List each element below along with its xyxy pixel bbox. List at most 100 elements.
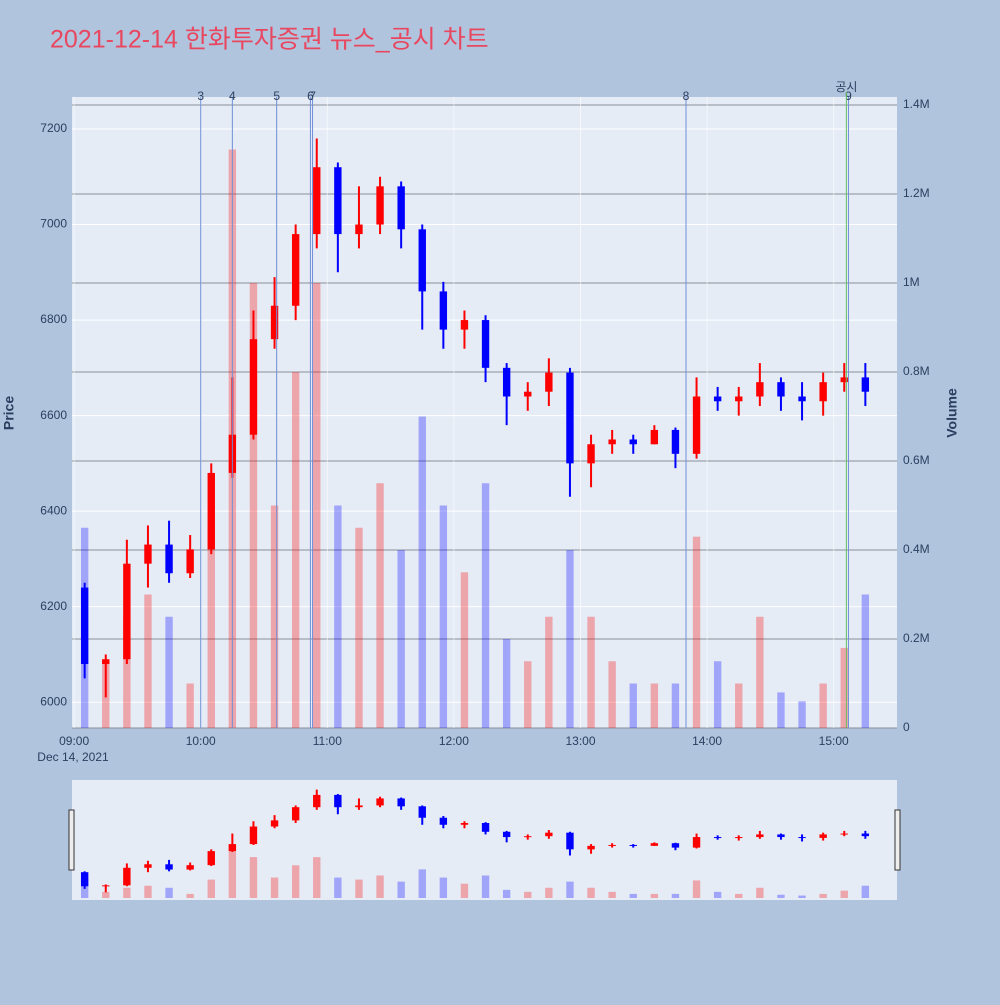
slider-volume-bar: [524, 891, 532, 898]
slider-volume-bar: [692, 880, 701, 898]
volume-bar: [502, 639, 511, 728]
slider-volume-bar: [777, 894, 785, 898]
slider-candle-body: [249, 826, 258, 845]
slider-volume-bar: [291, 865, 300, 898]
volume-bar: [629, 683, 637, 728]
slider-candle-body: [629, 844, 637, 846]
candle-body: [735, 396, 743, 402]
slider-candle-body: [144, 864, 152, 868]
y2-axis-title: Volume: [944, 388, 960, 438]
slider-volume-bar: [334, 877, 342, 898]
slider-volume-bar: [270, 877, 279, 898]
disclosure-label: 공시: [835, 80, 857, 94]
slider-volume-bar: [735, 893, 743, 898]
volume-bar: [144, 594, 152, 728]
y2-tick-label: 0.8M: [903, 364, 930, 378]
candle-body: [566, 372, 574, 464]
candle-body: [671, 429, 680, 454]
y-axis-title: Price: [1, 396, 17, 430]
slider-volume-bar: [207, 879, 215, 898]
slider-candle-body: [80, 872, 89, 887]
y2-tick-label: 0: [903, 720, 910, 734]
volume-bar: [123, 616, 131, 728]
slider-candle-body: [840, 833, 848, 835]
x-tick-label: 12:00: [439, 734, 469, 748]
slider-volume-bar: [650, 893, 659, 898]
slider-candle-body: [439, 817, 448, 825]
x-sublabel: Dec 14, 2021: [37, 750, 109, 764]
slider-volume-bar: [460, 883, 469, 898]
slider-candle-body: [650, 843, 659, 846]
slider-candle-body: [735, 837, 743, 839]
slider-candle-body: [587, 845, 595, 850]
volume-bar: [840, 647, 848, 728]
candle-body: [80, 587, 89, 664]
volume-bar: [355, 527, 363, 728]
slider-candle-body: [756, 834, 764, 838]
volume-bar: [819, 683, 827, 728]
candle-body: [481, 320, 490, 368]
plot-area: [72, 97, 897, 728]
y2-tick-label: 1.4M: [903, 97, 930, 111]
slider-candle-body: [397, 798, 405, 807]
candle-body: [165, 544, 173, 574]
slider-candle-body: [270, 820, 279, 827]
slider-candle-body: [524, 836, 532, 838]
volume-bar: [439, 505, 448, 728]
slider-candle-body: [713, 837, 722, 839]
candle-body: [650, 429, 659, 445]
volume-bar: [713, 661, 722, 728]
slider-volume-bar: [228, 844, 237, 898]
candle-body: [713, 396, 722, 402]
y-tick-label: 7000: [40, 217, 67, 231]
slider-volume-bar: [566, 881, 574, 898]
y-tick-label: 6000: [40, 694, 67, 708]
volume-bar: [460, 572, 469, 728]
candle-body: [692, 396, 701, 454]
candle-body: [102, 659, 110, 664]
slider-volume-bar: [629, 893, 637, 898]
candle-body: [777, 382, 785, 397]
volume-bar: [334, 505, 342, 728]
volume-bar: [735, 683, 743, 728]
slider-handle[interactable]: [894, 809, 901, 871]
volume-bar: [692, 536, 701, 728]
slider-volume-bar: [165, 887, 173, 898]
slider-candle-body: [313, 794, 321, 808]
candle-body: [460, 320, 469, 330]
volume-bar: [756, 616, 764, 728]
y2-tick-label: 1M: [903, 275, 920, 289]
slider-handle[interactable]: [68, 809, 75, 871]
volume-bar: [524, 661, 532, 728]
y-tick-label: 7200: [40, 121, 67, 135]
y2-tick-label: 0.2M: [903, 631, 930, 645]
volume-bar: [798, 701, 806, 728]
slider-volume-bar: [502, 889, 511, 898]
x-tick-label: 14:00: [692, 734, 722, 748]
chart-title: 2021-12-14 한화투자증권 뉴스_공시 차트: [50, 26, 489, 54]
candle-body: [545, 372, 553, 392]
candle-body: [355, 224, 363, 235]
candle-body: [756, 382, 764, 397]
slider-candle-body: [566, 832, 574, 850]
slider-volume-bar: [713, 891, 722, 898]
volume-bar: [207, 527, 215, 728]
candle-body: [439, 291, 448, 330]
candle-body: [376, 186, 384, 225]
candle-body: [608, 439, 616, 445]
y-tick-label: 6200: [40, 599, 67, 613]
news-label: 3: [197, 89, 204, 103]
range-slider[interactable]: [72, 780, 897, 900]
volume-bar: [418, 416, 426, 728]
slider-candle-body: [671, 843, 680, 848]
slider-volume-bar: [123, 887, 131, 898]
volume-bar: [165, 616, 173, 728]
slider-candle-body: [334, 794, 342, 808]
volume-bar: [313, 283, 321, 728]
candle-body: [861, 377, 870, 392]
y2-tick-label: 1.2M: [903, 186, 930, 200]
y-tick-label: 6800: [40, 312, 67, 326]
candle-body: [502, 367, 511, 397]
volume-bar: [291, 372, 300, 728]
